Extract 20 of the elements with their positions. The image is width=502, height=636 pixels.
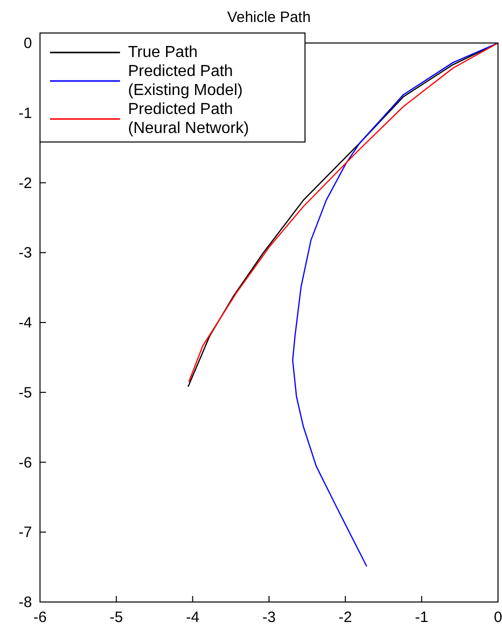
x-tick-label: -2 (338, 609, 352, 626)
y-tick-label: -6 (18, 454, 32, 472)
legend-label: Predicted Path (Existing Model) (128, 63, 243, 99)
y-tick-label: -5 (18, 384, 32, 402)
x-tick-label: -3 (262, 609, 276, 626)
y-tick-label: 0 (24, 35, 32, 52)
legend-label: Predicted Path (Neural Network) (128, 101, 249, 137)
x-tick-label: -5 (110, 609, 124, 626)
y-tick-label: -1 (18, 104, 32, 122)
y-tick-label: -4 (18, 314, 32, 332)
chart-title: Vehicle Path (227, 9, 311, 26)
x-tick-label: 0 (494, 609, 502, 626)
x-tick-label: -1 (414, 609, 428, 626)
x-tick-label: -4 (186, 609, 200, 626)
y-tick-label: -7 (18, 524, 32, 542)
y-tick-label: -2 (18, 174, 32, 192)
legend-label: True Path (128, 44, 198, 61)
y-tick-label: -3 (18, 244, 32, 262)
y-tick-label: -8 (18, 594, 32, 611)
x-tick-label: -6 (33, 609, 47, 626)
